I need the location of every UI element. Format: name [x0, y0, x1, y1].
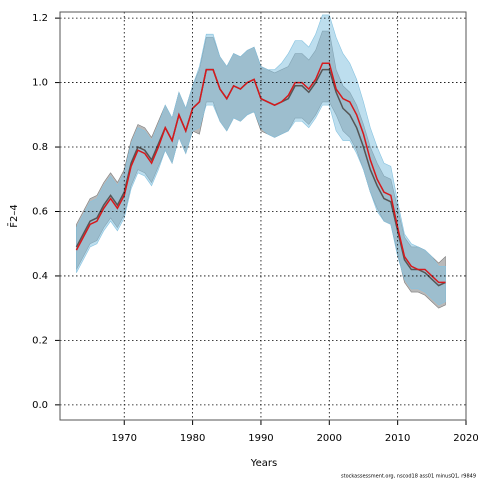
y-tick-label: 0.4 — [32, 271, 48, 282]
x-tick-label: 2000 — [317, 433, 342, 444]
x-tick-label: 1990 — [248, 433, 273, 444]
x-axis-label: Years — [250, 458, 277, 469]
y-axis-label: F̄2–4 — [7, 204, 20, 227]
x-tick-label: 2020 — [453, 433, 478, 444]
y-tick-label: 1.0 — [32, 78, 48, 89]
y-tick-label: 0.2 — [32, 335, 48, 346]
y-tick-label: 1.2 — [32, 13, 48, 24]
series-line — [75, 62, 446, 284]
x-tick-label: 2010 — [385, 433, 410, 444]
plot-frame — [59, 11, 467, 421]
footnote: stockassessment.org, nscod18 ass01 minus… — [341, 474, 476, 480]
x-tick-label: 1970 — [112, 433, 137, 444]
y-tick-label: 0.0 — [32, 400, 48, 411]
y-tick-label: 0.8 — [32, 142, 48, 153]
confidence-band — [76, 14, 446, 306]
x-tick-label: 1980 — [180, 433, 205, 444]
y-tick-label: 0.6 — [32, 206, 48, 217]
